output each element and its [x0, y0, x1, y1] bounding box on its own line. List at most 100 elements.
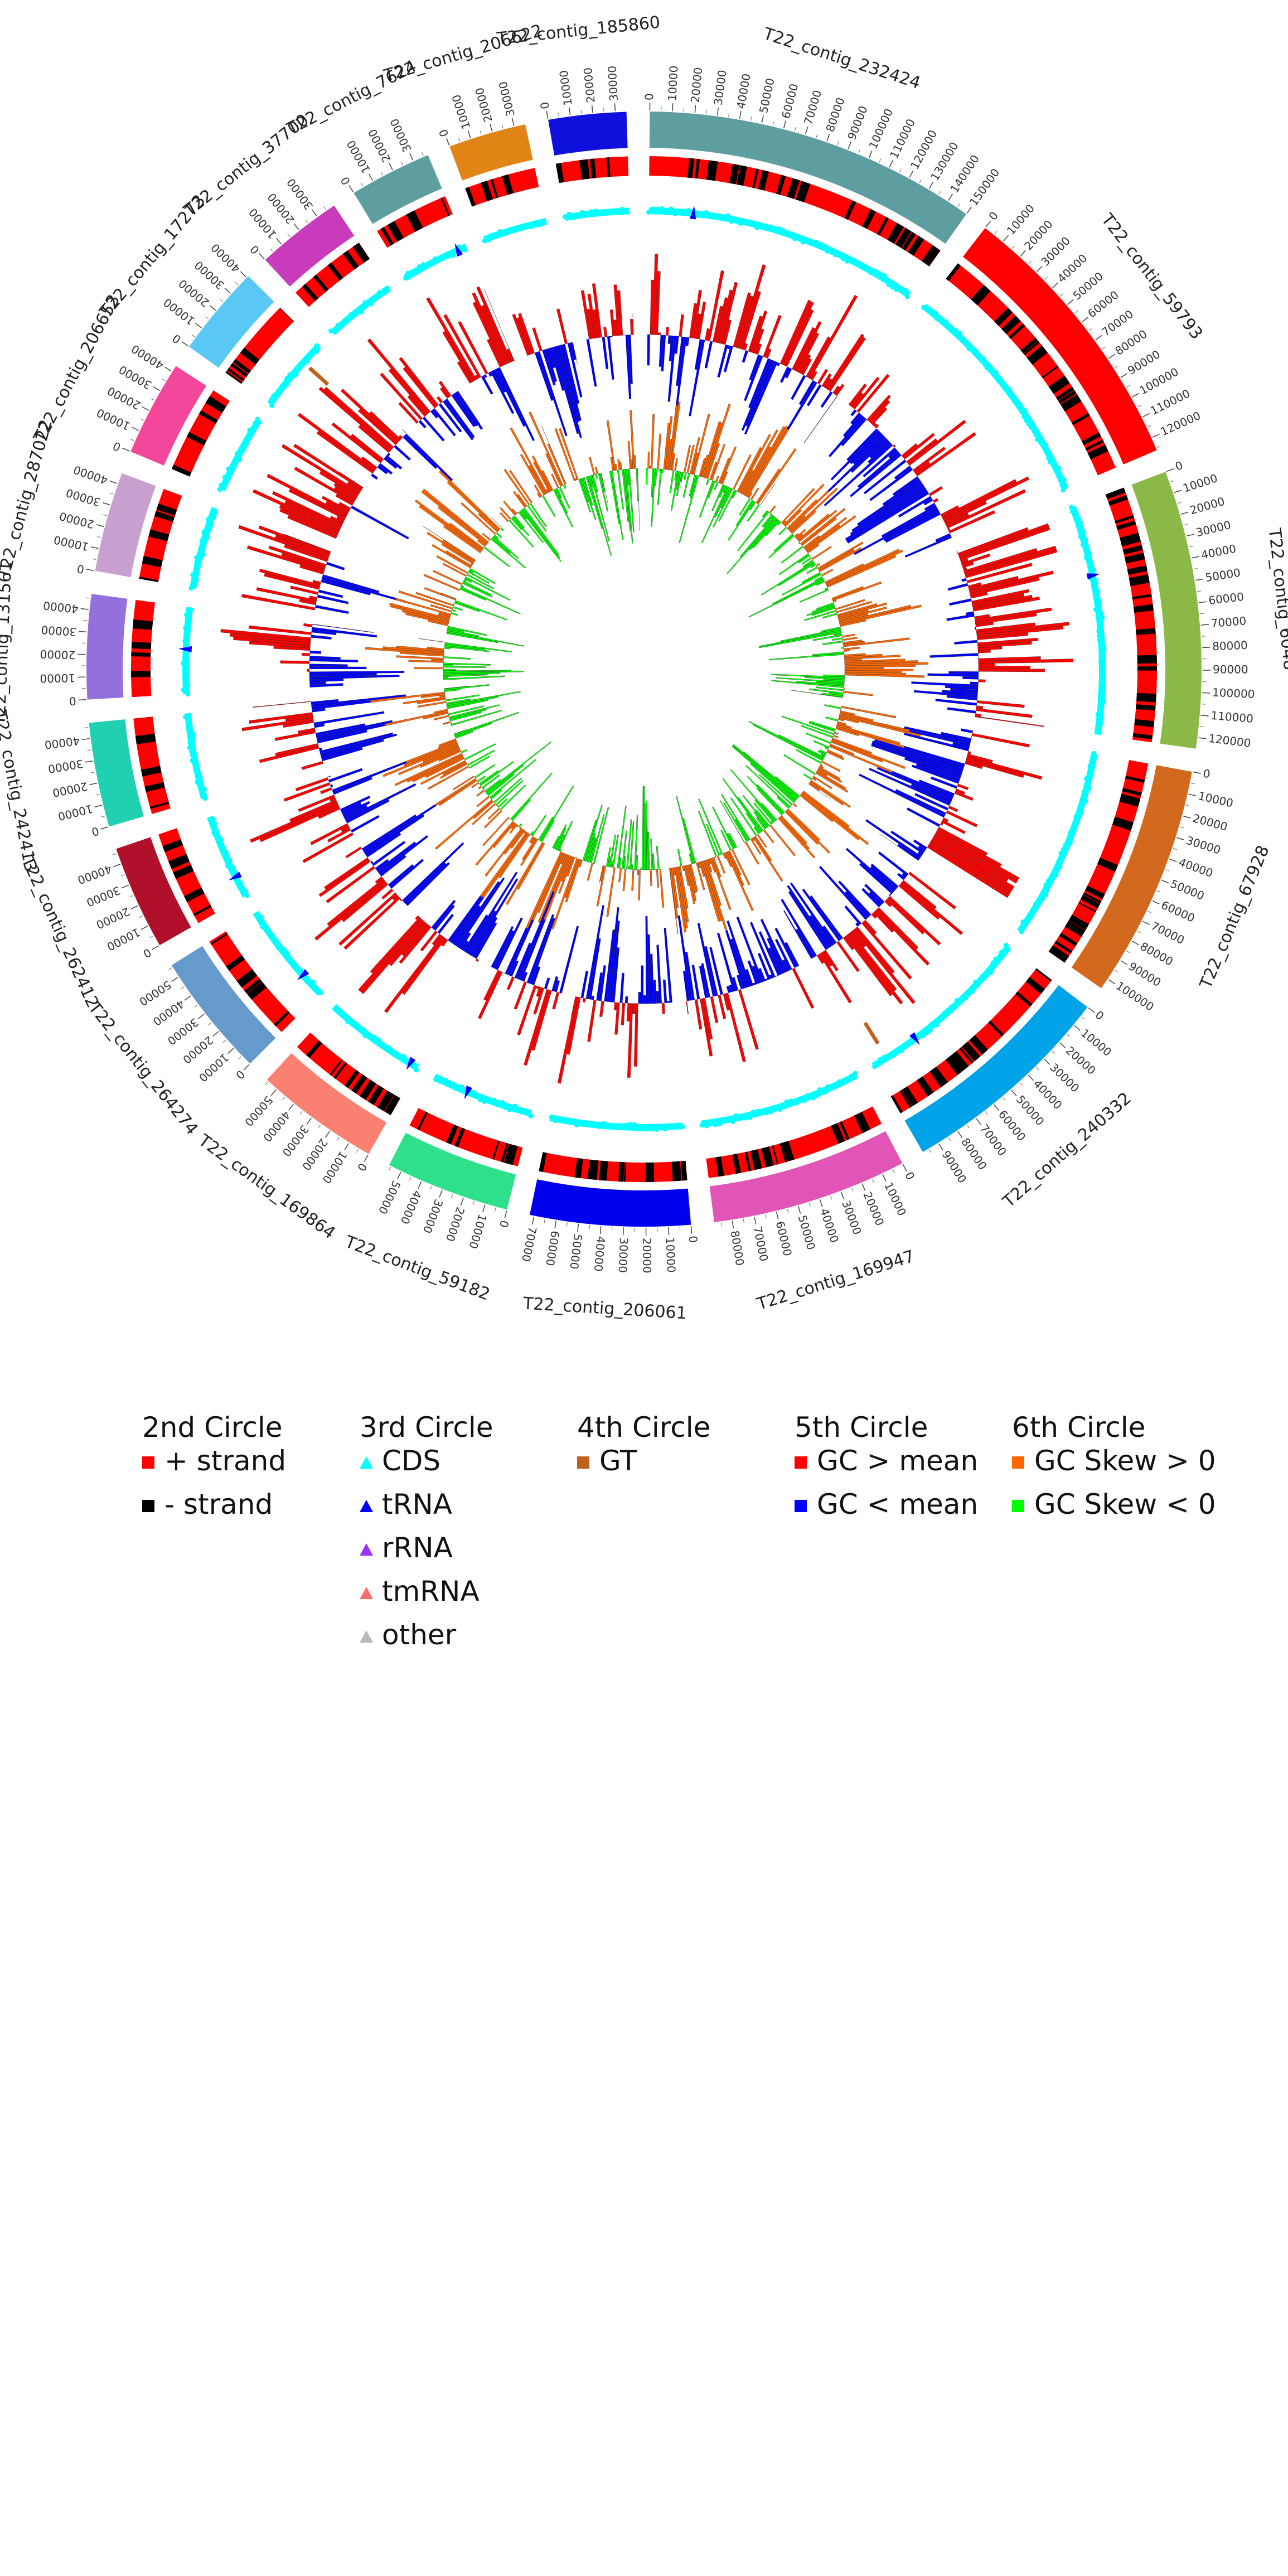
cds-marker	[340, 1011, 345, 1017]
legend-label: GC < mean	[817, 1488, 979, 1521]
cds-marker	[853, 260, 859, 266]
gc-skew-bar	[841, 633, 855, 638]
tick-label: 70000	[1149, 919, 1187, 947]
minor-tick	[282, 1097, 285, 1101]
gc-bar	[744, 361, 778, 435]
cds-marker	[205, 535, 210, 540]
gc-skew-bar	[491, 538, 526, 569]
gc-bar	[493, 930, 514, 969]
gc-skew-bar	[753, 826, 760, 835]
gc-bar	[763, 314, 782, 358]
cds-marker	[1098, 659, 1103, 665]
gc-skew-bar	[618, 868, 622, 883]
gc-bar	[765, 348, 772, 359]
gc-bar	[898, 884, 940, 920]
legend-item-plus-strand: + strand	[142, 1444, 360, 1488]
gc-skew-bar	[451, 709, 502, 726]
cds-marker	[814, 240, 820, 245]
cds-marker	[1026, 422, 1032, 427]
tick-mark	[1052, 282, 1059, 288]
cds-marker	[1023, 408, 1028, 414]
gc-bar	[975, 716, 1044, 727]
gc-skew-bar	[444, 685, 472, 689]
cds-marker	[1087, 763, 1093, 769]
tick-mark	[130, 905, 138, 909]
gc-skew-bar	[453, 775, 475, 791]
cds-marker	[459, 1084, 464, 1090]
cds-marker	[704, 1123, 709, 1129]
legend-label: GT	[599, 1445, 637, 1477]
gc-bar	[666, 327, 669, 336]
cds-marker	[1099, 681, 1105, 686]
gc-bar	[582, 998, 586, 1003]
minor-tick	[750, 117, 752, 121]
minor-tick	[480, 130, 482, 135]
cds-marker	[1059, 483, 1065, 488]
tick-mark	[1003, 235, 1009, 242]
cds-marker	[409, 269, 415, 275]
gc-bar	[935, 699, 977, 706]
cds-marker	[659, 206, 665, 211]
strand-segment-minus	[1124, 553, 1145, 564]
cds-marker	[223, 849, 229, 855]
gc-skew-bar	[637, 869, 639, 875]
cds-marker	[497, 229, 503, 234]
gc-skew-bar	[711, 484, 724, 511]
tick-label: 90000	[1126, 960, 1164, 990]
gc-bar	[866, 395, 891, 422]
cds-marker	[570, 1118, 576, 1124]
gc-bar	[369, 411, 401, 442]
gc-skew-track	[758, 581, 929, 698]
strand-segment-minus	[877, 216, 889, 236]
minor-tick	[1019, 1082, 1023, 1086]
tick-mark	[1176, 837, 1184, 841]
tick-mark	[1198, 601, 1207, 603]
gc-skew-bar	[817, 541, 864, 570]
cds-marker	[1086, 781, 1092, 787]
gc-bar	[749, 354, 761, 381]
cds-marker	[891, 1053, 897, 1058]
gc-bar	[315, 605, 349, 614]
gc-skew-bar	[759, 483, 776, 506]
gc-bar	[765, 978, 768, 981]
gc-skew-bar	[706, 824, 720, 856]
gc-skew-bar	[782, 573, 822, 596]
cds-marker	[1057, 474, 1062, 480]
cds-marker	[354, 1022, 360, 1028]
legend-item-gc-skew-negative: GC Skew < 0	[1012, 1488, 1229, 1531]
cds-marker	[239, 886, 244, 892]
gc-bar	[388, 864, 414, 887]
gc-skew-bar	[773, 534, 793, 552]
gc-bar	[962, 561, 974, 568]
gc-bar	[945, 685, 979, 690]
strand-segment-minus	[198, 410, 218, 424]
tick-mark	[848, 141, 851, 149]
cds-marker	[606, 209, 612, 215]
gc-skew-bar	[684, 472, 687, 480]
cds-marker	[942, 1010, 947, 1016]
cds-marker	[1095, 589, 1101, 594]
gc-bar	[311, 694, 406, 708]
minor-tick	[235, 282, 239, 285]
gc-bar	[531, 966, 541, 985]
gc-bar	[841, 418, 867, 447]
cds-marker	[977, 354, 982, 360]
cds-marker	[934, 1022, 940, 1028]
gc-skew-bar	[739, 516, 776, 558]
gc-skew-bar	[640, 867, 642, 870]
cds-marker	[750, 1110, 756, 1115]
gc-skew-bar	[674, 458, 678, 471]
gc-bar	[871, 744, 962, 777]
gc-bar	[838, 880, 871, 917]
gc-bar	[340, 796, 371, 812]
contig-band	[354, 155, 442, 224]
triangle-icon	[360, 1456, 373, 1469]
gc-skew-bar	[513, 515, 525, 529]
cds-marker	[190, 572, 196, 578]
gc-bar	[655, 271, 661, 335]
gc-skew-bar	[689, 854, 693, 865]
gc-skew-bar	[680, 472, 684, 483]
cds-marker	[1096, 729, 1102, 735]
minor-tick	[544, 1219, 545, 1223]
gc-skew-bar	[617, 469, 624, 510]
